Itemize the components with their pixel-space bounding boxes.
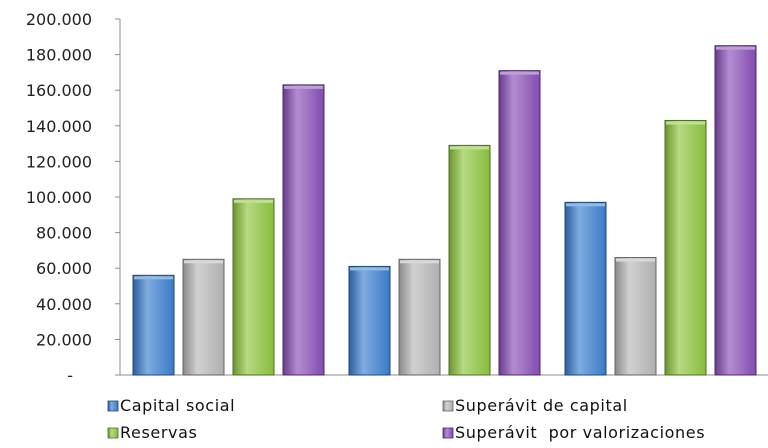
legend-swatch xyxy=(442,427,454,439)
bar-capital-social xyxy=(348,265,391,376)
bar-top-highlight xyxy=(350,267,389,271)
bar-top-highlight xyxy=(666,121,705,125)
y-tick-label: 20.000 xyxy=(36,330,92,349)
bar-top-highlight xyxy=(500,71,539,75)
legend-label: Reservas xyxy=(120,423,197,442)
y-tick-label: 60.000 xyxy=(36,259,92,278)
bar-reservas xyxy=(448,144,491,376)
legend-label: Capital social xyxy=(120,396,235,415)
bar-top-highlight xyxy=(400,260,439,264)
bar-reservas xyxy=(664,119,707,376)
bars xyxy=(132,45,757,376)
y-tick-label: 200.000 xyxy=(26,10,92,29)
bar-top-highlight xyxy=(616,258,655,262)
bar-super-vit-de-capital xyxy=(398,258,441,376)
bar-top-highlight xyxy=(234,199,273,203)
bar-top-highlight xyxy=(184,260,223,264)
legend-swatch xyxy=(107,400,119,412)
bar-top-highlight xyxy=(566,203,605,207)
bar-super-vit-por-valorizaciones xyxy=(282,84,325,376)
y-tick-label: 120.000 xyxy=(26,152,92,171)
bar-top-highlight xyxy=(450,146,489,150)
y-tick-label: 160.000 xyxy=(26,81,92,100)
y-tick-label: 180.000 xyxy=(26,46,92,65)
legend: Capital social Superávit de capital Reserv… xyxy=(107,396,705,442)
bar-super-vit-por-valorizaciones xyxy=(498,70,541,376)
bar-top-highlight xyxy=(134,276,173,280)
bar-capital-social xyxy=(564,201,607,376)
legend-label: Superávit de capital xyxy=(455,396,628,415)
bar-capital-social xyxy=(132,274,175,376)
y-tick-label: - xyxy=(67,366,73,385)
legend-swatch xyxy=(442,400,454,412)
y-tick-label: 140.000 xyxy=(26,117,92,136)
bar-top-highlight xyxy=(284,85,323,89)
bar-super-vit-de-capital xyxy=(614,257,657,376)
bar-top-highlight xyxy=(716,46,755,50)
y-tick-label: 80.000 xyxy=(36,224,92,243)
legend-label: Superávit por valorizaciones xyxy=(455,423,705,442)
y-tick-label: 100.000 xyxy=(26,188,92,207)
legend-swatch xyxy=(107,427,119,439)
y-tick-label: 40.000 xyxy=(36,295,92,314)
y-axis-ticks: - 20.000 40.000 60.000 80.000 100.000 120.000 1… xyxy=(26,10,120,385)
bar-reservas xyxy=(232,198,275,376)
bar-super-vit-de-capital xyxy=(182,258,225,376)
bar-super-vit-por-valorizaciones xyxy=(714,45,757,376)
